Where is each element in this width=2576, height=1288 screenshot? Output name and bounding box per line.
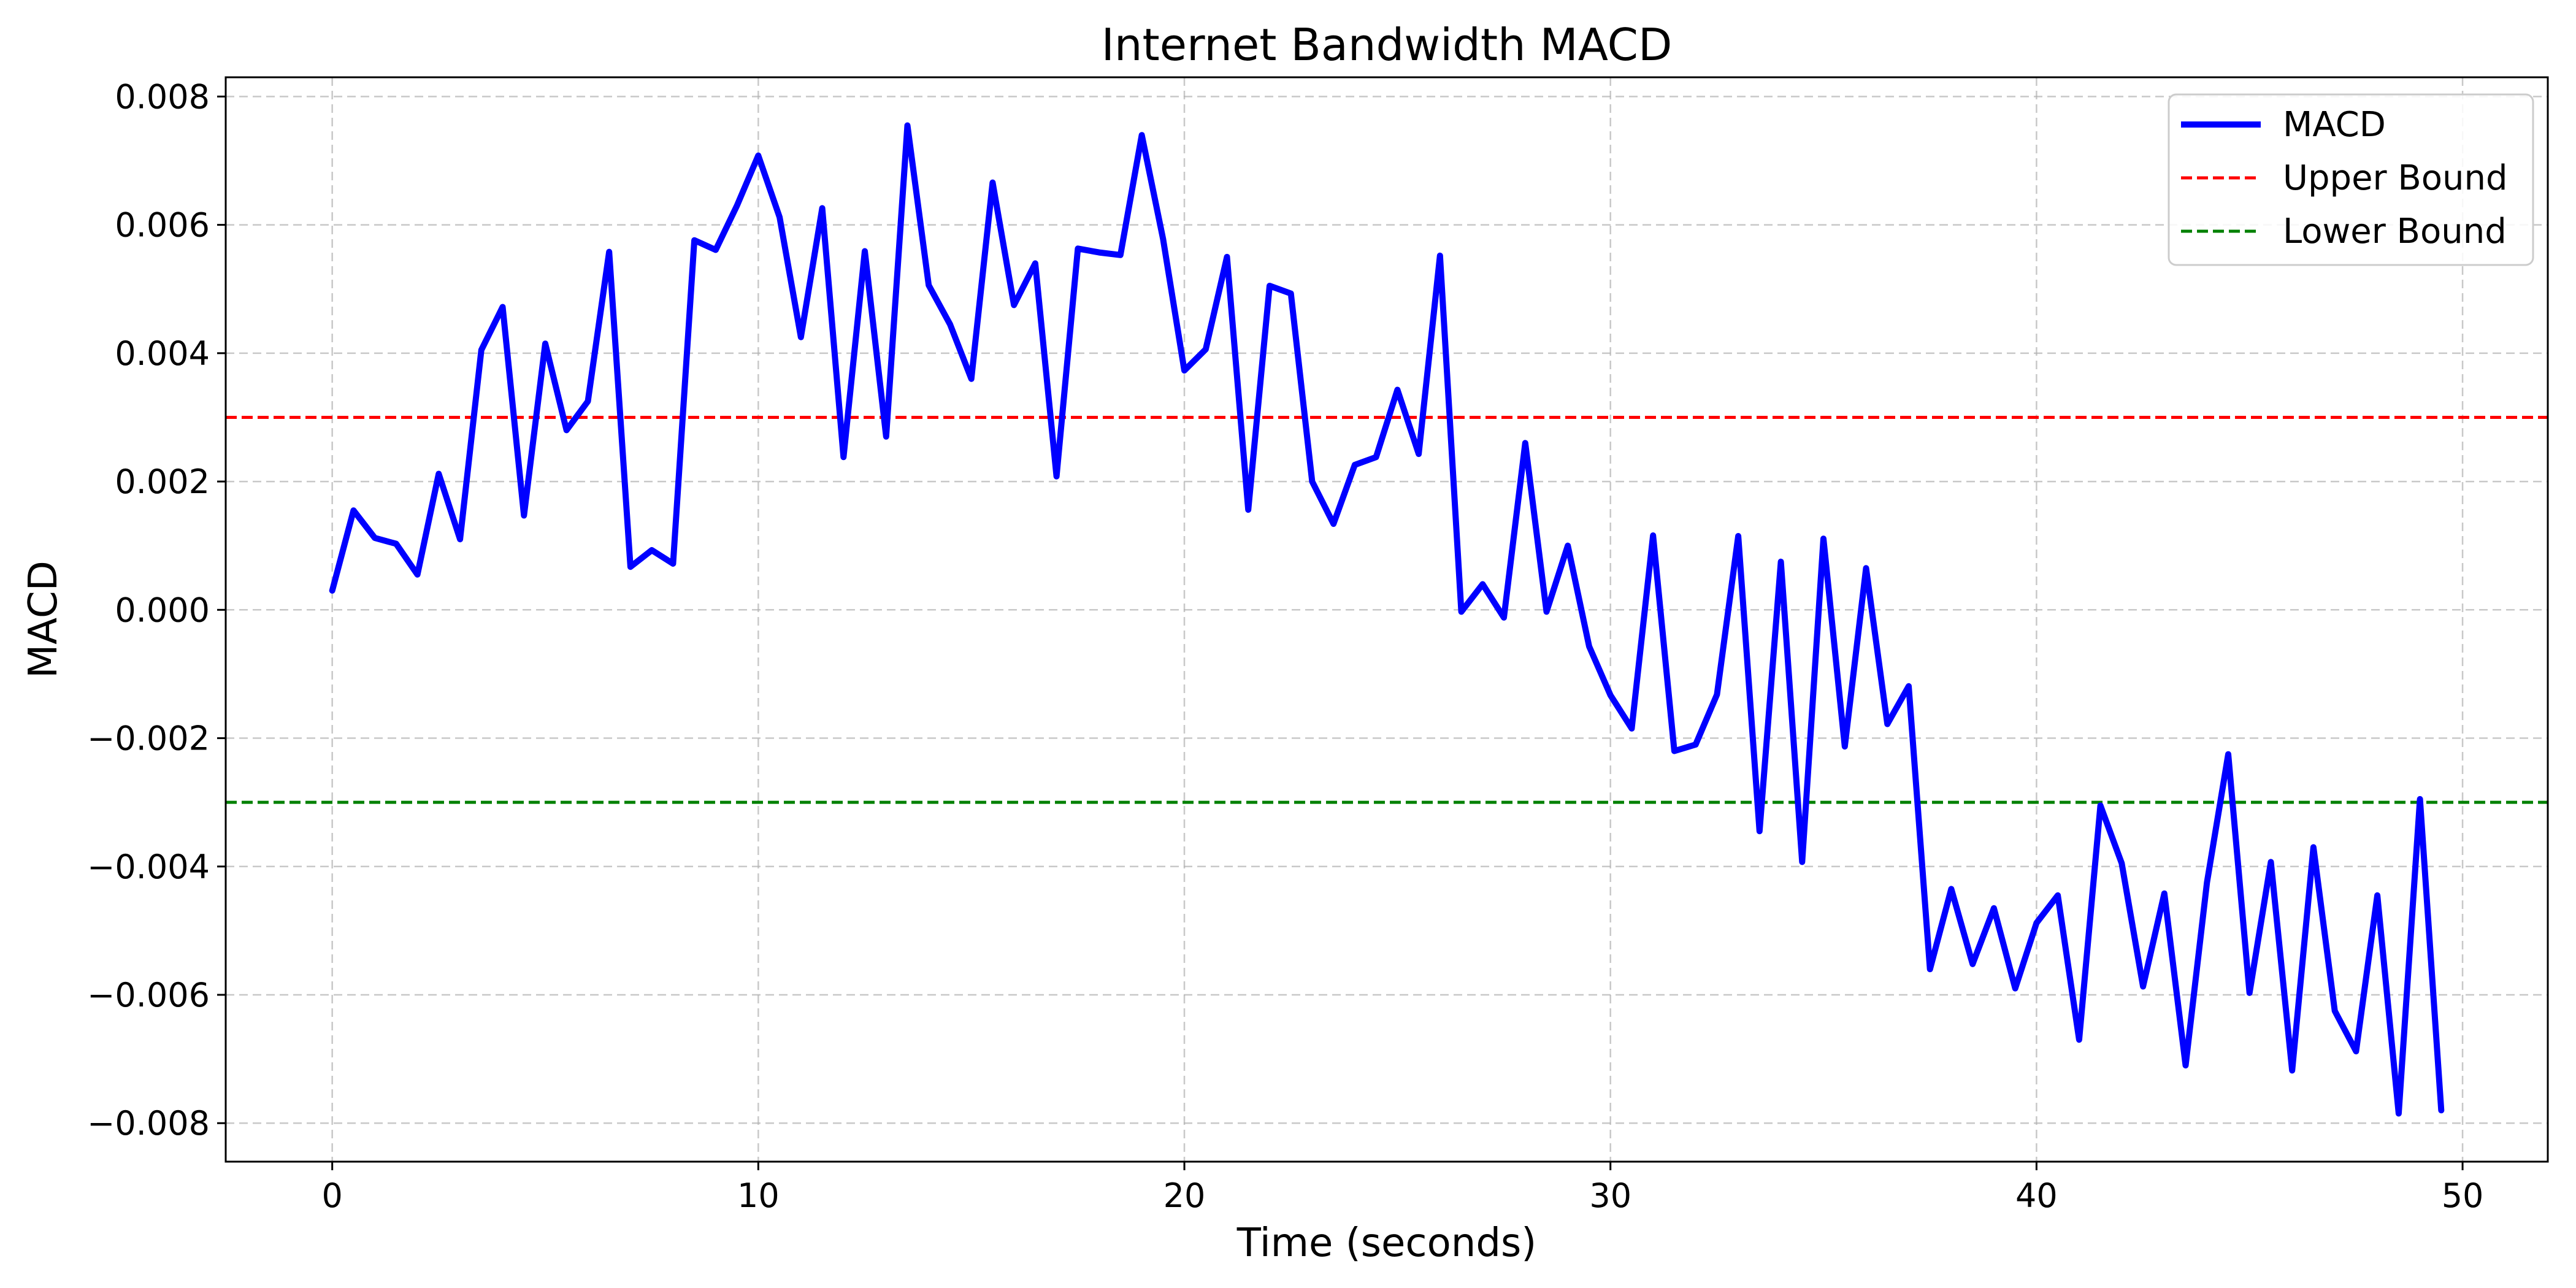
x-axis-title: Time (seconds) [1236, 1221, 1537, 1266]
y-tick-label: 0.000 [115, 591, 210, 629]
y-tick-label: −0.004 [87, 848, 210, 886]
x-axis-ticks: 0 10 20 30 40 50 [321, 1162, 2483, 1215]
chart-title: Internet Bandwidth MACD [1102, 19, 1673, 71]
y-tick-label: −0.008 [87, 1104, 210, 1143]
y-tick-label: −0.006 [87, 976, 210, 1014]
y-axis-ticks: −0.008 −0.006 −0.004 −0.002 0.000 0.002 0.004 0… [87, 77, 226, 1143]
legend-box [2168, 93, 2534, 266]
y-tick-label: 0.002 [115, 462, 210, 501]
y-tick-label: 0.006 [115, 206, 210, 245]
y-tick-label: −0.002 [87, 719, 210, 758]
legend-label-macd: MACD [2283, 105, 2386, 145]
y-tick-label: 0.004 [115, 334, 210, 373]
y-tick-label: 0.008 [115, 77, 210, 116]
grid-lines [226, 77, 2548, 1162]
x-tick-label: 50 [2442, 1176, 2484, 1215]
series-layer [329, 122, 2445, 1117]
legend: MACD Upper Bound Lower Bound [2168, 93, 2534, 266]
x-tick-label: 20 [1163, 1176, 1206, 1215]
y-axis-title: MACD [21, 561, 66, 678]
plot-frame [224, 76, 2549, 1163]
reference-lines [226, 415, 2548, 804]
legend-label-lower-bound: Lower Bound [2283, 212, 2507, 251]
x-tick-label: 0 [321, 1176, 342, 1215]
x-tick-label: 40 [2015, 1176, 2058, 1215]
x-tick-label: 30 [1589, 1176, 1631, 1215]
x-tick-label: 10 [737, 1176, 780, 1215]
macd-series-line [329, 122, 2445, 1117]
legend-label-upper-bound: Upper Bound [2283, 158, 2508, 198]
